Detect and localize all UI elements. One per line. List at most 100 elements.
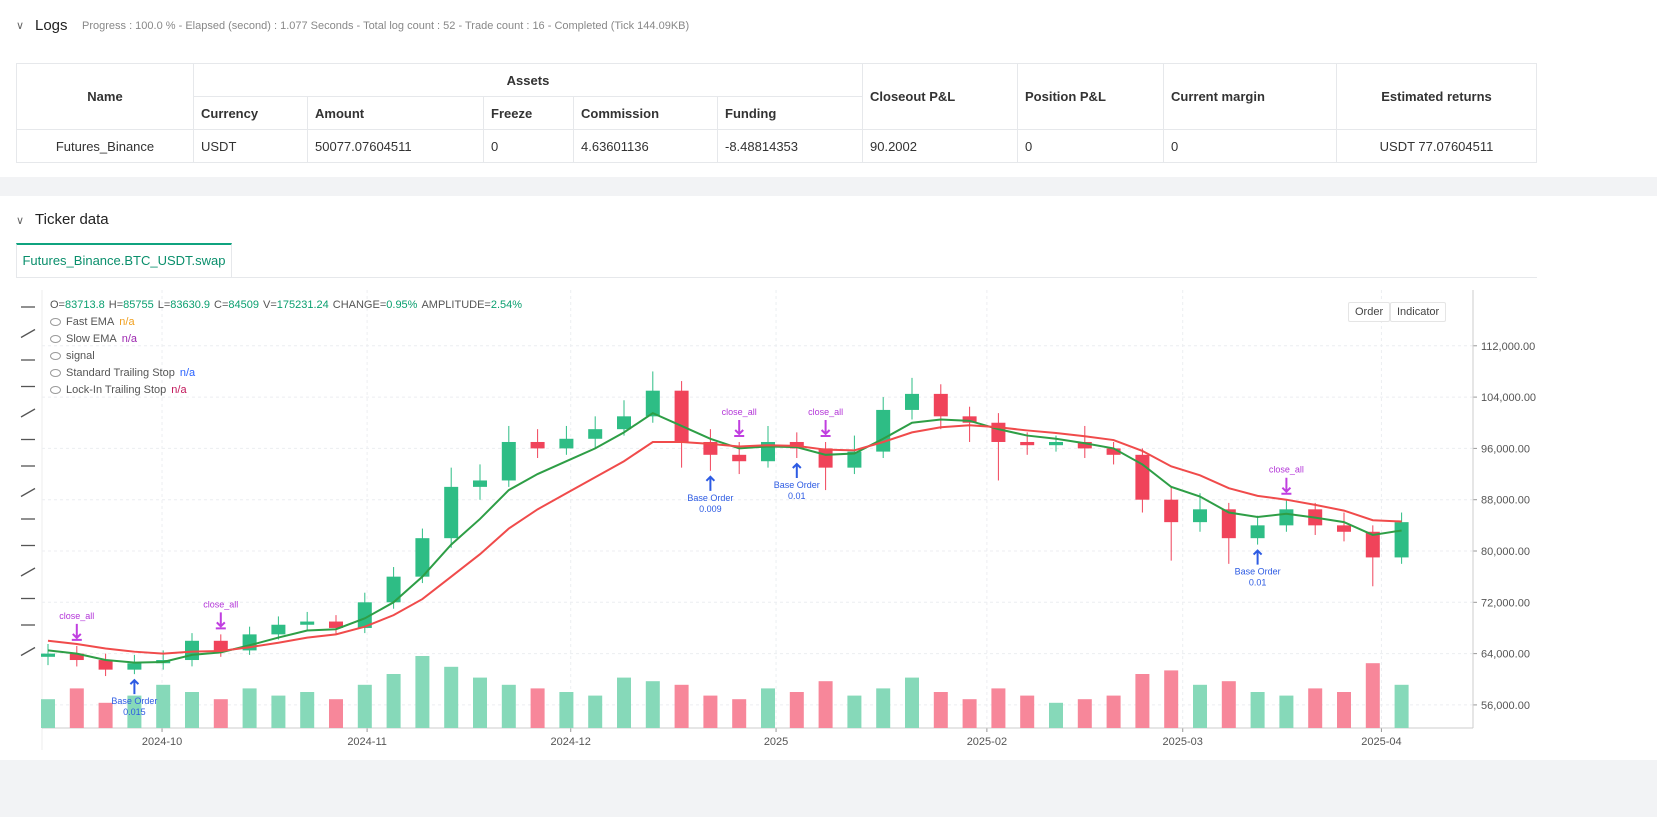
volume-bar [185, 692, 199, 728]
volume-bar [1221, 681, 1236, 728]
legend-item: Standard Trailing Stop n/a [50, 367, 195, 379]
candle-body [69, 653, 84, 661]
tool-icon [20, 567, 36, 577]
x-tick-label: 2025 [764, 736, 788, 748]
collapse-icon[interactable]: ∨ [16, 20, 25, 32]
annotation-qty: 0.01 [788, 491, 806, 501]
candle-body [674, 390, 689, 442]
candle-body [501, 441, 516, 481]
tab-line [16, 277, 1537, 278]
close-arrow [71, 623, 82, 641]
annotation-label: Base Order [1235, 567, 1281, 577]
x-tick-label: 2025-04 [1361, 736, 1401, 748]
candle-body [818, 448, 833, 468]
annotation-label: Base Order [111, 696, 157, 706]
volume-bar [300, 692, 315, 728]
close-arrow [734, 419, 745, 437]
volume-bar [1250, 692, 1265, 728]
y-tick-label: 56,000.00 [1481, 700, 1530, 712]
volume-bar [962, 699, 977, 728]
volume-bar [703, 695, 718, 728]
volume-bar [156, 684, 171, 728]
cell: 0 [483, 129, 574, 163]
info-key: H= [108, 299, 124, 311]
candle-body [213, 640, 228, 651]
buy-arrow [1252, 549, 1263, 565]
x-tick-label: 2025-03 [1163, 736, 1203, 748]
y-tick-label: 72,000.00 [1481, 597, 1530, 609]
header: Funding [717, 96, 863, 130]
legend-name: Slow EMA [66, 333, 117, 345]
close-arrow [215, 612, 226, 630]
volume-bar [789, 692, 804, 728]
volume-bar [1049, 702, 1063, 728]
x-tick-label: 2024-10 [142, 736, 182, 748]
volume-bar [329, 699, 343, 728]
candle-body [991, 422, 1006, 442]
info-key: O= [50, 299, 65, 311]
candle-body [415, 538, 430, 577]
info-key: C= [214, 299, 229, 311]
logs-title: Logs [35, 17, 68, 34]
volume-bar [415, 656, 430, 728]
volume-bar [473, 677, 487, 728]
x-tick-label: 2024-12 [551, 736, 591, 748]
volume-bar [271, 695, 286, 728]
candle-body [732, 454, 747, 462]
volume-bar [645, 681, 660, 728]
eye-icon [50, 352, 61, 361]
cell: Futures_Binance [16, 129, 194, 163]
buy-arrow [792, 462, 802, 479]
candle-body [271, 624, 286, 635]
volume-bar [1365, 663, 1380, 728]
eye-icon [50, 335, 61, 344]
logs-panel: ∨ Logs Progress : 100.0 % - Elapsed (sec… [0, 0, 1657, 177]
y-tick-label: 80,000.00 [1481, 546, 1530, 558]
annotation-label: close_all [722, 407, 757, 417]
y-tick-label: 96,000.00 [1481, 443, 1530, 455]
eye-icon [50, 386, 61, 395]
tab[interactable]: Futures_Binance.BTC_USDT.swap [16, 243, 232, 278]
candle-body [1221, 509, 1236, 539]
volume-bar [847, 695, 862, 728]
volume-bar [530, 688, 545, 728]
volume-bar [444, 666, 459, 728]
volume-bar [1337, 692, 1351, 728]
legend-item: Lock-In Trailing Stop n/a [50, 384, 187, 396]
eye-icon [50, 369, 61, 378]
volume-bar [1106, 695, 1121, 728]
tool-icon [20, 646, 36, 657]
header: Current margin [1163, 63, 1337, 130]
x-tick-label: 2025-02 [967, 736, 1007, 748]
volume-bar [127, 695, 142, 728]
annotation-label: close_all [59, 611, 94, 621]
annotation-qty: 0.01 [1249, 578, 1267, 588]
candle-body [645, 390, 660, 417]
candle-body [1365, 531, 1380, 558]
indicator-button[interactable]: Indicator [1390, 302, 1447, 322]
volume-bar [357, 684, 372, 728]
legend-name: Standard Trailing Stop [66, 367, 175, 379]
candle-body [1020, 441, 1035, 446]
candle-body [1337, 525, 1351, 532]
collapse-icon[interactable]: ∨ [16, 215, 25, 227]
cell: 4.63601136 [573, 129, 718, 163]
candle-body [357, 602, 372, 628]
legend-value: n/a [179, 367, 196, 379]
volume-bar [732, 699, 747, 728]
candle-body [588, 429, 603, 439]
candle-body [559, 438, 574, 449]
volume-bar [991, 688, 1006, 728]
legend-name: signal [66, 350, 95, 362]
volume-bar [617, 677, 631, 728]
info-key: L= [157, 299, 171, 311]
cell: 0 [1163, 129, 1337, 163]
volume-bar [1279, 695, 1294, 728]
order-button[interactable]: Order [1348, 302, 1391, 322]
header: Position P&L [1017, 63, 1164, 130]
info-value: 83630.9 [170, 299, 211, 311]
candle-body [1049, 441, 1063, 446]
candle-body [1164, 499, 1179, 523]
candle-body [962, 416, 977, 423]
